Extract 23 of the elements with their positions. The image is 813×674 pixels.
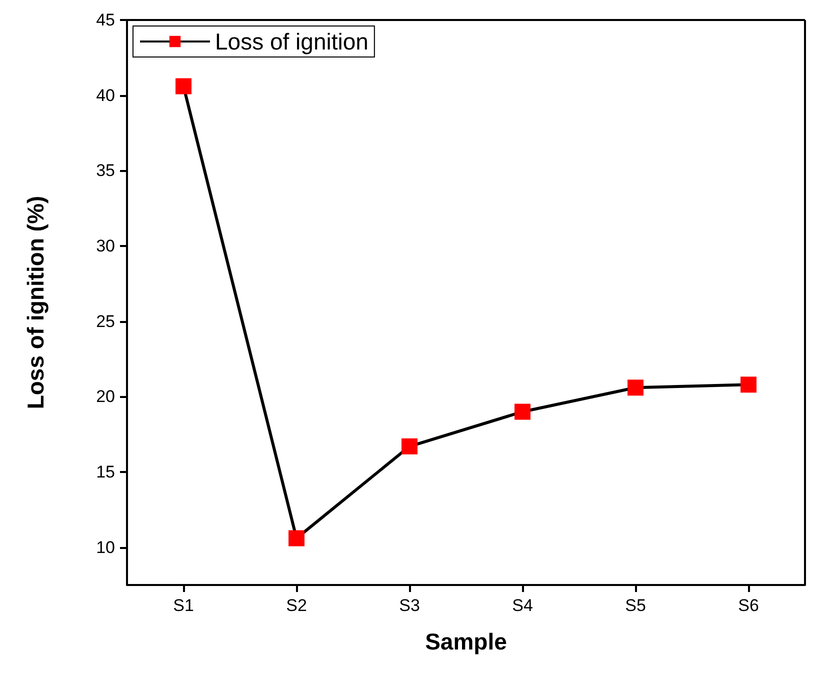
y-tick-label: 20 (96, 387, 115, 406)
point (740, 376, 756, 393)
legend-label: Loss of ignition (215, 28, 368, 54)
x-tick-label: S1 (173, 596, 194, 615)
point (628, 380, 644, 396)
y-tick-label: 40 (96, 86, 115, 105)
x-axis-title: Sample (425, 628, 507, 654)
point (288, 530, 304, 546)
y-axis-title: Loss of ignition (%) (22, 196, 48, 410)
y-tick-label: 30 (96, 236, 115, 256)
y-tick-label: 45 (96, 10, 115, 30)
y-tick-label: 10 (96, 538, 115, 557)
y-tick-label: 25 (96, 312, 115, 331)
x-tick-label: S6 (738, 596, 759, 615)
point (514, 404, 530, 420)
x-tick-label: S3 (399, 596, 420, 615)
y-tick-label: 15 (96, 462, 115, 482)
point (176, 78, 192, 94)
y-tick-label: 35 (96, 161, 115, 180)
point (402, 438, 418, 454)
x-tick-label: S4 (512, 596, 533, 615)
x-tick-label: S2 (286, 596, 307, 615)
x-tick-label: S5 (625, 596, 646, 615)
